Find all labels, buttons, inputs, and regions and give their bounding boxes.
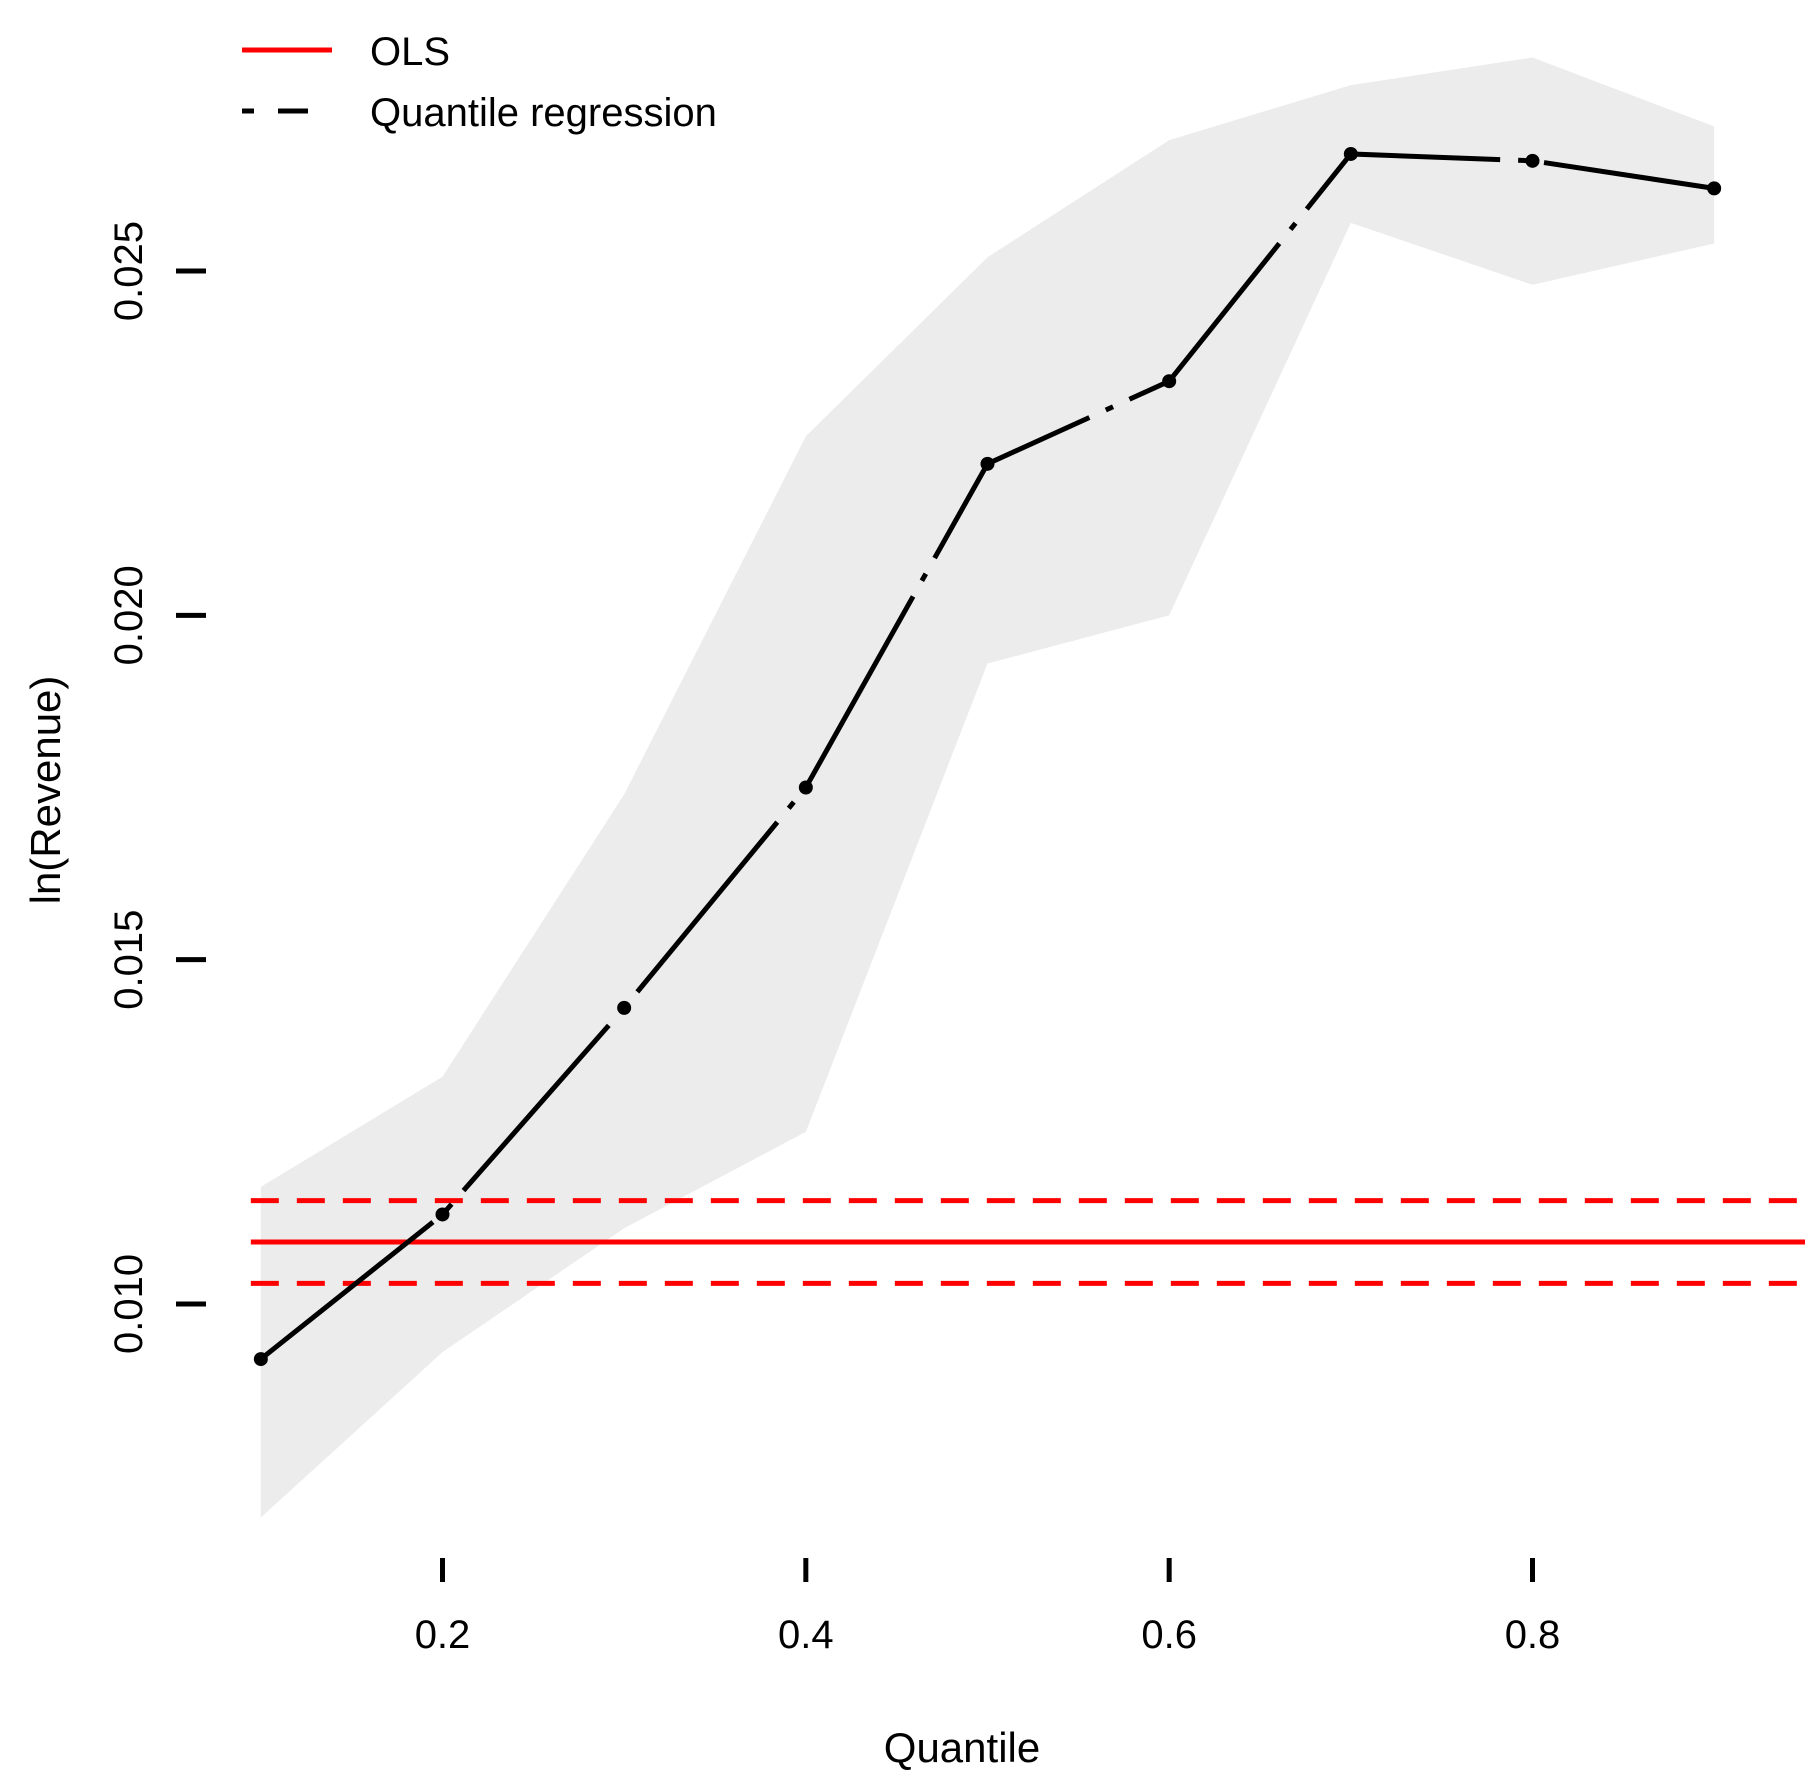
- quantile-point: [798, 780, 813, 795]
- quantile-point: [1525, 153, 1540, 168]
- ols-layer: [250, 1198, 1805, 1286]
- quantile-point: [435, 1207, 450, 1222]
- axes-layer: 0.2 0.4 0.6 0.8 0.010 0.015 0.020 0.025: [107, 221, 1560, 1657]
- x-axis-title: Quantile: [884, 1724, 1040, 1771]
- y-tick-label: 0.010: [107, 1254, 151, 1354]
- x-tick-label: 0.6: [1141, 1613, 1197, 1657]
- legend-label-quantile-regression: Quantile regression: [370, 91, 717, 135]
- confidence-band-layer: [260, 57, 1715, 1518]
- quantile-point: [980, 456, 995, 471]
- quantile-regression-layer: [253, 146, 1722, 1367]
- x-tick-label: 0.2: [415, 1613, 471, 1657]
- legend: OLS Quantile regression: [242, 30, 717, 135]
- y-tick-label: 0.020: [107, 565, 151, 665]
- y-axis-title: ln(Revenue): [22, 676, 69, 905]
- quantile-confidence-band: [260, 57, 1715, 1518]
- y-tick-label: 0.025: [107, 221, 151, 321]
- y-tick-label: 0.015: [107, 910, 151, 1010]
- quantile-point: [1162, 374, 1177, 389]
- quantile-point: [253, 1352, 268, 1367]
- quantile-point: [1343, 146, 1358, 161]
- quantile-point: [617, 1000, 632, 1015]
- quantile-point: [1707, 181, 1722, 196]
- legend-label-ols: OLS: [370, 30, 450, 74]
- x-tick-label: 0.8: [1505, 1613, 1561, 1657]
- x-tick-label: 0.4: [778, 1613, 834, 1657]
